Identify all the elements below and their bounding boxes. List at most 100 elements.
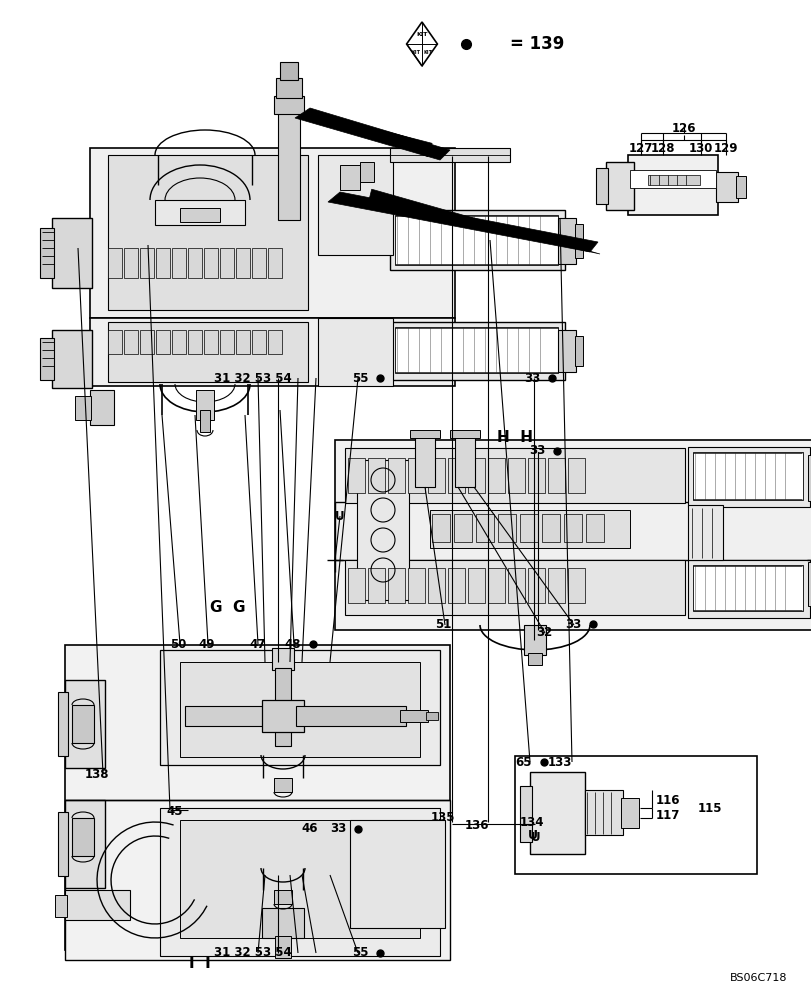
Bar [236, 248, 250, 278]
Bar [139, 330, 154, 354]
Bar [564, 514, 581, 542]
Bar [172, 248, 186, 278]
Bar [414, 435, 435, 487]
Text: 129: 129 [713, 142, 737, 155]
Bar [692, 565, 802, 611]
Text: 48: 48 [285, 638, 301, 650]
Text: 31 32 53 54: 31 32 53 54 [214, 946, 291, 959]
Bar [124, 248, 138, 278]
Bar [407, 568, 424, 603]
Bar [277, 100, 299, 220]
Text: 49: 49 [199, 638, 215, 650]
Bar [251, 248, 266, 278]
Bar [389, 148, 509, 162]
Bar [527, 568, 544, 603]
Bar [475, 514, 493, 542]
Text: 127: 127 [628, 142, 652, 155]
Bar [108, 248, 122, 278]
Text: I  I: I I [189, 956, 211, 971]
Bar [58, 692, 68, 756]
Bar [586, 514, 603, 542]
Bar [90, 148, 454, 318]
Bar [467, 568, 484, 603]
Bar [541, 514, 560, 542]
Bar [647, 175, 699, 185]
Text: 130: 130 [688, 142, 712, 155]
Bar [180, 208, 220, 222]
Bar [687, 560, 809, 618]
Bar [508, 458, 525, 493]
Bar [584, 790, 622, 835]
Text: 138: 138 [84, 768, 109, 782]
Bar [715, 172, 737, 202]
Text: KIT: KIT [423, 50, 432, 55]
Bar [273, 778, 292, 792]
Bar [156, 248, 169, 278]
Bar [389, 210, 564, 270]
Bar [155, 200, 245, 225]
Text: BS06C718: BS06C718 [729, 973, 787, 983]
Bar [273, 890, 292, 904]
Bar [204, 330, 217, 354]
Bar [318, 155, 393, 255]
Bar [75, 396, 91, 420]
Bar [530, 772, 584, 854]
Bar [40, 228, 54, 278]
Text: G  G: G G [210, 600, 246, 615]
Bar [557, 218, 575, 264]
Text: U: U [335, 510, 345, 524]
Bar [629, 170, 715, 188]
Text: 136: 136 [464, 819, 489, 832]
Bar [367, 458, 384, 493]
Text: 128: 128 [650, 142, 675, 155]
Bar [296, 706, 406, 726]
Bar [108, 322, 307, 382]
Bar [188, 330, 202, 354]
Text: 65: 65 [515, 756, 531, 768]
Bar [574, 224, 582, 258]
Bar [124, 330, 138, 354]
Text: U: U [530, 831, 540, 844]
Bar [251, 330, 266, 354]
Text: 33: 33 [329, 822, 345, 835]
Bar [268, 330, 281, 354]
Bar [467, 458, 484, 493]
Bar [55, 895, 67, 917]
Bar [172, 330, 186, 354]
Bar [388, 458, 405, 493]
Bar [204, 248, 217, 278]
Bar [448, 568, 465, 603]
Bar [90, 390, 114, 425]
Bar [359, 162, 374, 182]
Text: KIT: KIT [416, 32, 427, 37]
Bar [407, 458, 424, 493]
Bar [574, 336, 582, 366]
Bar [40, 338, 54, 380]
Text: 46: 46 [302, 822, 318, 835]
Bar [65, 800, 449, 960]
Bar [453, 514, 471, 542]
Text: 33: 33 [564, 617, 581, 630]
Text: 117: 117 [655, 809, 680, 822]
Bar [454, 435, 474, 487]
Bar [195, 390, 214, 420]
Bar [345, 560, 684, 615]
Bar [735, 176, 745, 198]
Polygon shape [310, 112, 431, 157]
Bar [180, 820, 419, 938]
Bar [487, 568, 504, 603]
Bar [72, 818, 94, 856]
Bar [394, 327, 557, 373]
Bar [687, 505, 722, 560]
Text: 115: 115 [697, 801, 721, 814]
Bar [273, 96, 303, 114]
Bar [348, 568, 365, 603]
Bar [220, 248, 234, 278]
Bar [497, 514, 515, 542]
Bar [220, 330, 234, 354]
Bar [275, 936, 290, 958]
Bar [519, 786, 531, 842]
Text: 32: 32 [535, 626, 551, 638]
Bar [90, 318, 454, 386]
Bar [272, 648, 294, 670]
